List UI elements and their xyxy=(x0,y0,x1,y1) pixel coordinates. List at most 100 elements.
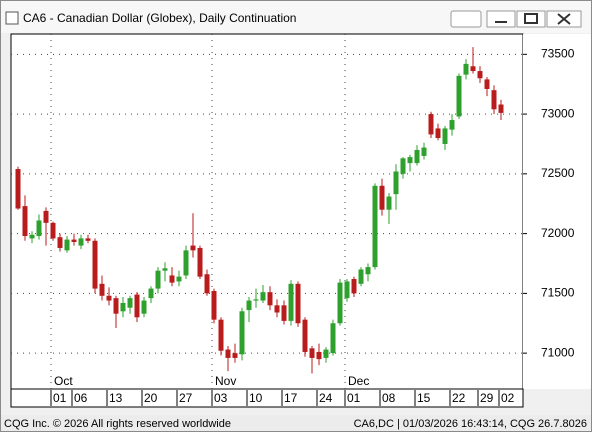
candle-body xyxy=(449,120,455,130)
candle-body xyxy=(358,269,364,284)
candle-body xyxy=(120,302,126,312)
candle-body xyxy=(274,305,280,313)
candle-body xyxy=(302,319,308,352)
candle-body xyxy=(134,294,140,318)
candle-body xyxy=(211,290,217,320)
candle-body xyxy=(64,239,70,251)
candle-body xyxy=(36,220,42,237)
candle-body xyxy=(57,237,63,248)
y-tick-label: 72000 xyxy=(541,226,575,240)
x-tick-label: 10 xyxy=(249,391,263,405)
candle-body xyxy=(407,157,413,164)
candle-body xyxy=(148,288,154,299)
y-tick-label: 72500 xyxy=(541,166,575,180)
candle-body xyxy=(400,158,406,174)
candle-body xyxy=(239,311,245,355)
maximize-icon xyxy=(524,13,538,24)
candle-body xyxy=(463,63,469,75)
candle-body xyxy=(386,196,392,210)
candle-body xyxy=(288,283,294,321)
candle-body xyxy=(253,299,259,301)
candle-body xyxy=(442,128,448,144)
candle-body xyxy=(309,348,315,358)
x-tick-label: 22 xyxy=(452,391,466,405)
candle-body xyxy=(204,274,210,294)
candle-body xyxy=(155,270,161,289)
candle-body xyxy=(29,234,35,239)
y-tick-label: 73500 xyxy=(541,46,575,60)
x-tick-label: 15 xyxy=(417,391,431,405)
candle-body xyxy=(260,292,266,301)
candle-body xyxy=(344,281,350,299)
candle-body xyxy=(43,210,49,223)
candle-body xyxy=(267,292,273,306)
candle-body xyxy=(323,349,329,358)
candle-body xyxy=(197,247,203,277)
y-tick-label: 73000 xyxy=(541,106,575,120)
y-tick-label: 71500 xyxy=(541,286,575,300)
candle-body xyxy=(337,282,343,324)
candle-body xyxy=(78,238,84,246)
candle-body xyxy=(85,238,91,241)
close-icon xyxy=(557,13,571,25)
footer-right: CA6,DC | 01/03/2026 16:43:14, CQG 26.7.8… xyxy=(354,418,587,430)
candle-body xyxy=(372,185,378,268)
candle-body xyxy=(225,349,231,358)
x-tick-label: 01 xyxy=(53,391,67,405)
candle-body xyxy=(141,300,147,314)
candle-body xyxy=(99,283,105,296)
candle-body xyxy=(232,353,238,358)
candle-body xyxy=(351,279,357,294)
candle-body xyxy=(456,75,462,117)
x-tick-label: 13 xyxy=(109,391,123,405)
y-tick-label: 71000 xyxy=(541,345,575,359)
candle-body xyxy=(498,104,504,113)
candle-body xyxy=(15,169,21,209)
status-bar xyxy=(1,415,591,431)
price-axis xyxy=(523,34,591,389)
plot-area xyxy=(10,33,524,390)
candle-body xyxy=(295,283,301,324)
candle-body xyxy=(50,222,56,239)
candle-body xyxy=(477,71,483,79)
candle-body xyxy=(470,66,476,72)
candle-body xyxy=(421,147,427,156)
candle-body xyxy=(106,295,112,301)
candle-body xyxy=(316,351,322,360)
candle-body xyxy=(71,239,77,242)
candle-body xyxy=(176,276,182,282)
x-tick-label: 02 xyxy=(501,391,515,405)
x-tick-label: 01 xyxy=(347,391,361,405)
minimize-button[interactable] xyxy=(486,10,516,28)
candle-body xyxy=(484,79,490,89)
candle-body xyxy=(113,298,119,314)
candle-body xyxy=(393,171,399,195)
candle-body xyxy=(435,128,441,138)
candle-body xyxy=(162,268,168,271)
x-tick-label: 29 xyxy=(480,391,494,405)
x-tick-label: 03 xyxy=(214,391,228,405)
month-label: Oct xyxy=(54,374,73,388)
footer-left: CQG Inc. © 2026 All rights reserved worl… xyxy=(4,418,231,430)
app-icon xyxy=(5,11,19,25)
candle-body xyxy=(183,250,189,276)
x-tick-label: 06 xyxy=(74,391,88,405)
x-tick-label: 17 xyxy=(284,391,298,405)
candle-body xyxy=(127,298,133,308)
candle-body xyxy=(365,267,371,275)
candle-body xyxy=(190,245,196,251)
link-button[interactable] xyxy=(450,10,482,28)
x-tick-label: 20 xyxy=(144,391,158,405)
candle-body xyxy=(22,206,28,237)
candle-body xyxy=(92,240,98,289)
month-label: Nov xyxy=(215,374,236,388)
x-tick-label: 27 xyxy=(179,391,193,405)
candle-body xyxy=(281,305,287,321)
candle-body xyxy=(414,149,420,164)
month-label: Dec xyxy=(348,374,369,388)
date-axis xyxy=(10,388,524,408)
candle-body xyxy=(491,90,497,110)
candle-body xyxy=(169,275,175,283)
